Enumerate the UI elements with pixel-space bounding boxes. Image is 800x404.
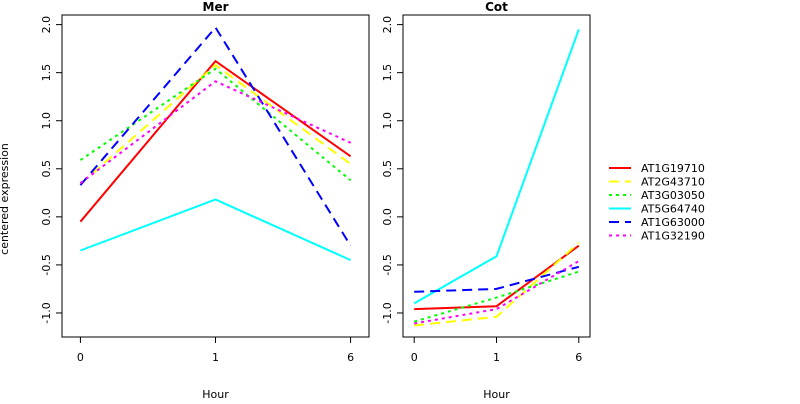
series-line-at1g19710	[79, 59, 352, 223]
y-tick-label: 1.5	[40, 64, 53, 82]
legend-label: AT1G19710	[641, 162, 705, 175]
legend-label: AT1G32190	[641, 230, 705, 243]
y-tick-label: 0.0	[381, 208, 394, 226]
y-tick-label: -0.5	[381, 254, 394, 275]
panel-title: Mer	[203, 0, 229, 14]
y-tick-label: 0.0	[40, 208, 53, 226]
y-tick-label: -0.5	[40, 254, 53, 275]
legend-label: AT5G64740	[641, 203, 705, 216]
legend-label: AT2G43710	[641, 176, 705, 189]
series-line-at5g64740	[413, 29, 580, 305]
series-line-at1g19710	[414, 244, 580, 311]
series-line-at5g64740	[80, 198, 352, 262]
plot-frame	[61, 14, 370, 338]
series-line-at1g32190	[414, 260, 580, 325]
y-tick-label: -1.0	[381, 302, 394, 323]
x-tick-label: 1	[493, 351, 500, 364]
series-line-at1g63000	[79, 25, 352, 247]
series-line-at2g43710	[414, 242, 580, 327]
x-tick-label: 0	[77, 351, 84, 364]
y-tick-label: 0.5	[381, 160, 394, 178]
x-axis-label: Hour	[202, 388, 229, 400]
series-line-at3g03050	[413, 270, 580, 323]
legend: AT1G19710AT2G43710AT3G03050AT5G64740AT1G…	[609, 162, 705, 243]
legend-label: AT1G63000	[641, 216, 705, 229]
series-line-at2g43710	[79, 63, 352, 185]
y-axis-label: centered expression	[0, 143, 11, 255]
x-tick-label: 0	[411, 351, 418, 364]
series-line-at3g03050	[79, 67, 352, 182]
x-axis-label: Hour	[483, 388, 510, 400]
series-line-at1g63000	[414, 265, 580, 293]
legend-label: AT3G03050	[641, 189, 705, 202]
x-tick-label: 1	[212, 351, 219, 364]
y-tick-label: -1.0	[40, 302, 53, 323]
panel-cot: Cot -1.0 -0.5 0.0 0.5 1.0 1.5 2.0 0 1 6 Hour	[381, 0, 591, 401]
y-tick-label: 1.0	[40, 112, 53, 130]
y-tick-label: 2.0	[40, 16, 53, 33]
y-tick-label: 2.0	[381, 16, 394, 33]
panel-title: Cot	[485, 0, 508, 14]
y-tick-label: 0.5	[40, 160, 53, 178]
panels-group: Mer -1.0 -0.5 0.0 0.5 1.0 1.5 2.0 0 1 6 Hour Cot -1.0…	[40, 0, 591, 401]
panel-mer: Mer -1.0 -0.5 0.0 0.5 1.0 1.5 2.0 0 1 6 Hour	[40, 0, 370, 401]
y-tick-label: 1.0	[381, 112, 394, 130]
x-tick-label: 6	[347, 351, 354, 364]
x-tick-label: 6	[575, 351, 582, 364]
series-line-at1g32190	[79, 80, 352, 184]
y-tick-label: 1.5	[381, 64, 394, 82]
